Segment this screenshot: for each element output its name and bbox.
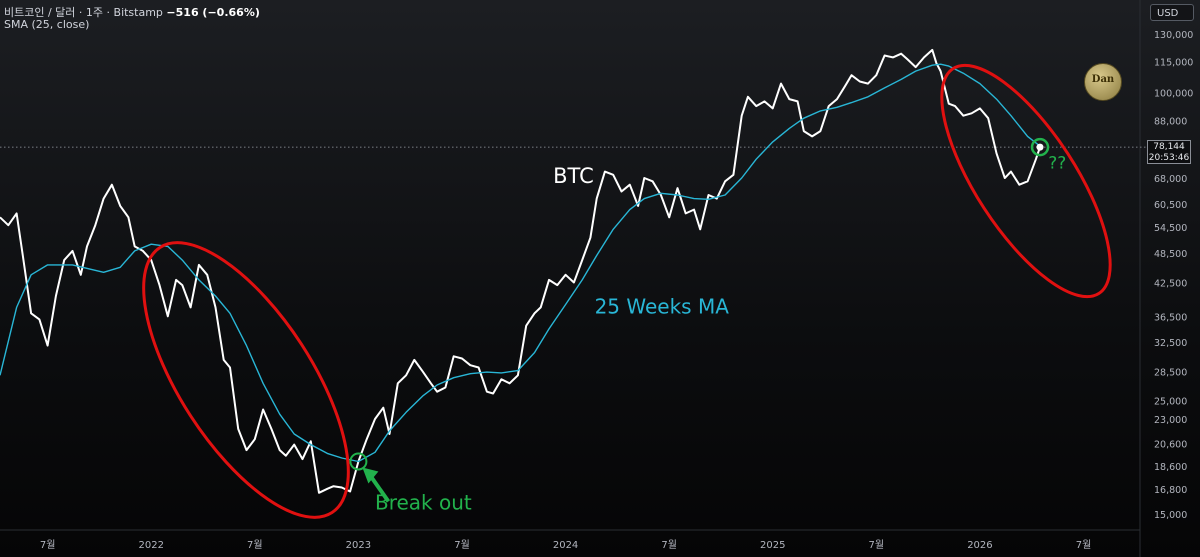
x-tick-label[interactable]: 2025: [760, 540, 785, 551]
current-point-dot: [1036, 143, 1044, 151]
x-tick-label[interactable]: 2023: [346, 540, 371, 551]
x-tick-label[interactable]: 7월: [1076, 539, 1092, 551]
series-layer: [0, 48, 1041, 494]
y-tick-label[interactable]: 100,000: [1154, 88, 1193, 99]
indicator-header: SMA (25, close): [4, 18, 93, 31]
y-tick-label[interactable]: 32,500: [1154, 338, 1187, 349]
y-tick-label[interactable]: 54,500: [1154, 223, 1187, 234]
bar-countdown: 20:53:46: [1148, 153, 1190, 163]
x-tick-label[interactable]: 2024: [553, 540, 578, 551]
breakout-label: Break out: [375, 491, 472, 515]
x-tick-label[interactable]: 2022: [139, 540, 164, 551]
breakout-arrow-head: [362, 467, 379, 484]
current-point-circle: [1030, 137, 1050, 157]
x-tick-label[interactable]: 7월: [661, 539, 677, 551]
y-tick-label[interactable]: 88,000: [1154, 117, 1187, 128]
btc-label: BTC: [553, 164, 594, 188]
y-tick-label[interactable]: 48,500: [1154, 249, 1187, 260]
y-tick-label[interactable]: 16,800: [1154, 485, 1187, 496]
y-tick-label[interactable]: 20,600: [1154, 439, 1187, 450]
btc-price-line: [0, 48, 1041, 494]
x-tick-label[interactable]: 7월: [869, 539, 885, 551]
y-tick-label[interactable]: 15,000: [1154, 510, 1187, 521]
ma25-line: [0, 63, 1041, 463]
y-tick-label[interactable]: 130,000: [1154, 30, 1193, 41]
y-tick-label[interactable]: 23,000: [1154, 415, 1187, 426]
symbol-header: 비트코인 / 달러 · 1주 · Bitstamp −516 (−0.66%): [4, 4, 260, 20]
x-tick-label[interactable]: 7월: [40, 539, 56, 551]
annotation-layer: [142, 63, 1112, 519]
x-tick-label[interactable]: 2026: [967, 540, 992, 551]
downtrend-ellipse-2026: [940, 63, 1112, 299]
y-tick-label[interactable]: 115,000: [1154, 57, 1193, 68]
currency-button[interactable]: USD: [1150, 4, 1194, 21]
axis-layer: 130,000 115,000 100,000 88,000 68,000 60,500 5…: [40, 30, 1193, 551]
y-tick-label[interactable]: 18,600: [1154, 462, 1187, 473]
dan-logo: Dan: [1084, 63, 1122, 101]
y-tick-label[interactable]: 28,500: [1154, 367, 1187, 378]
breakout-circle: [349, 452, 368, 471]
question-label: ??: [1048, 153, 1066, 173]
indicator-label[interactable]: SMA (25, close): [4, 18, 90, 31]
y-tick-label[interactable]: 25,000: [1154, 396, 1187, 407]
price-change: −516 (−0.66%): [166, 6, 260, 19]
symbol-title[interactable]: 비트코인 / 달러 · 1주 · Bitstamp: [4, 6, 163, 19]
y-tick-label[interactable]: 60,500: [1154, 200, 1187, 211]
downtrend-ellipse-2022: [142, 241, 350, 519]
ma-label: 25 Weeks MA: [595, 294, 730, 318]
grid-layer: [0, 0, 1146, 557]
y-tick-label[interactable]: 42,500: [1154, 279, 1187, 290]
label-layer: BTC 25 Weeks MA Break out??: [375, 153, 1066, 514]
x-tick-label[interactable]: 7월: [454, 539, 470, 551]
y-tick-label[interactable]: 68,000: [1154, 174, 1187, 185]
current-price-tag: 78,144 20:53:46: [1147, 140, 1191, 164]
y-tick-label[interactable]: 36,500: [1154, 312, 1187, 323]
x-tick-label[interactable]: 7월: [247, 539, 263, 551]
logo-text: Dan: [1091, 74, 1115, 85]
current-price-value: 78,144: [1153, 142, 1185, 152]
